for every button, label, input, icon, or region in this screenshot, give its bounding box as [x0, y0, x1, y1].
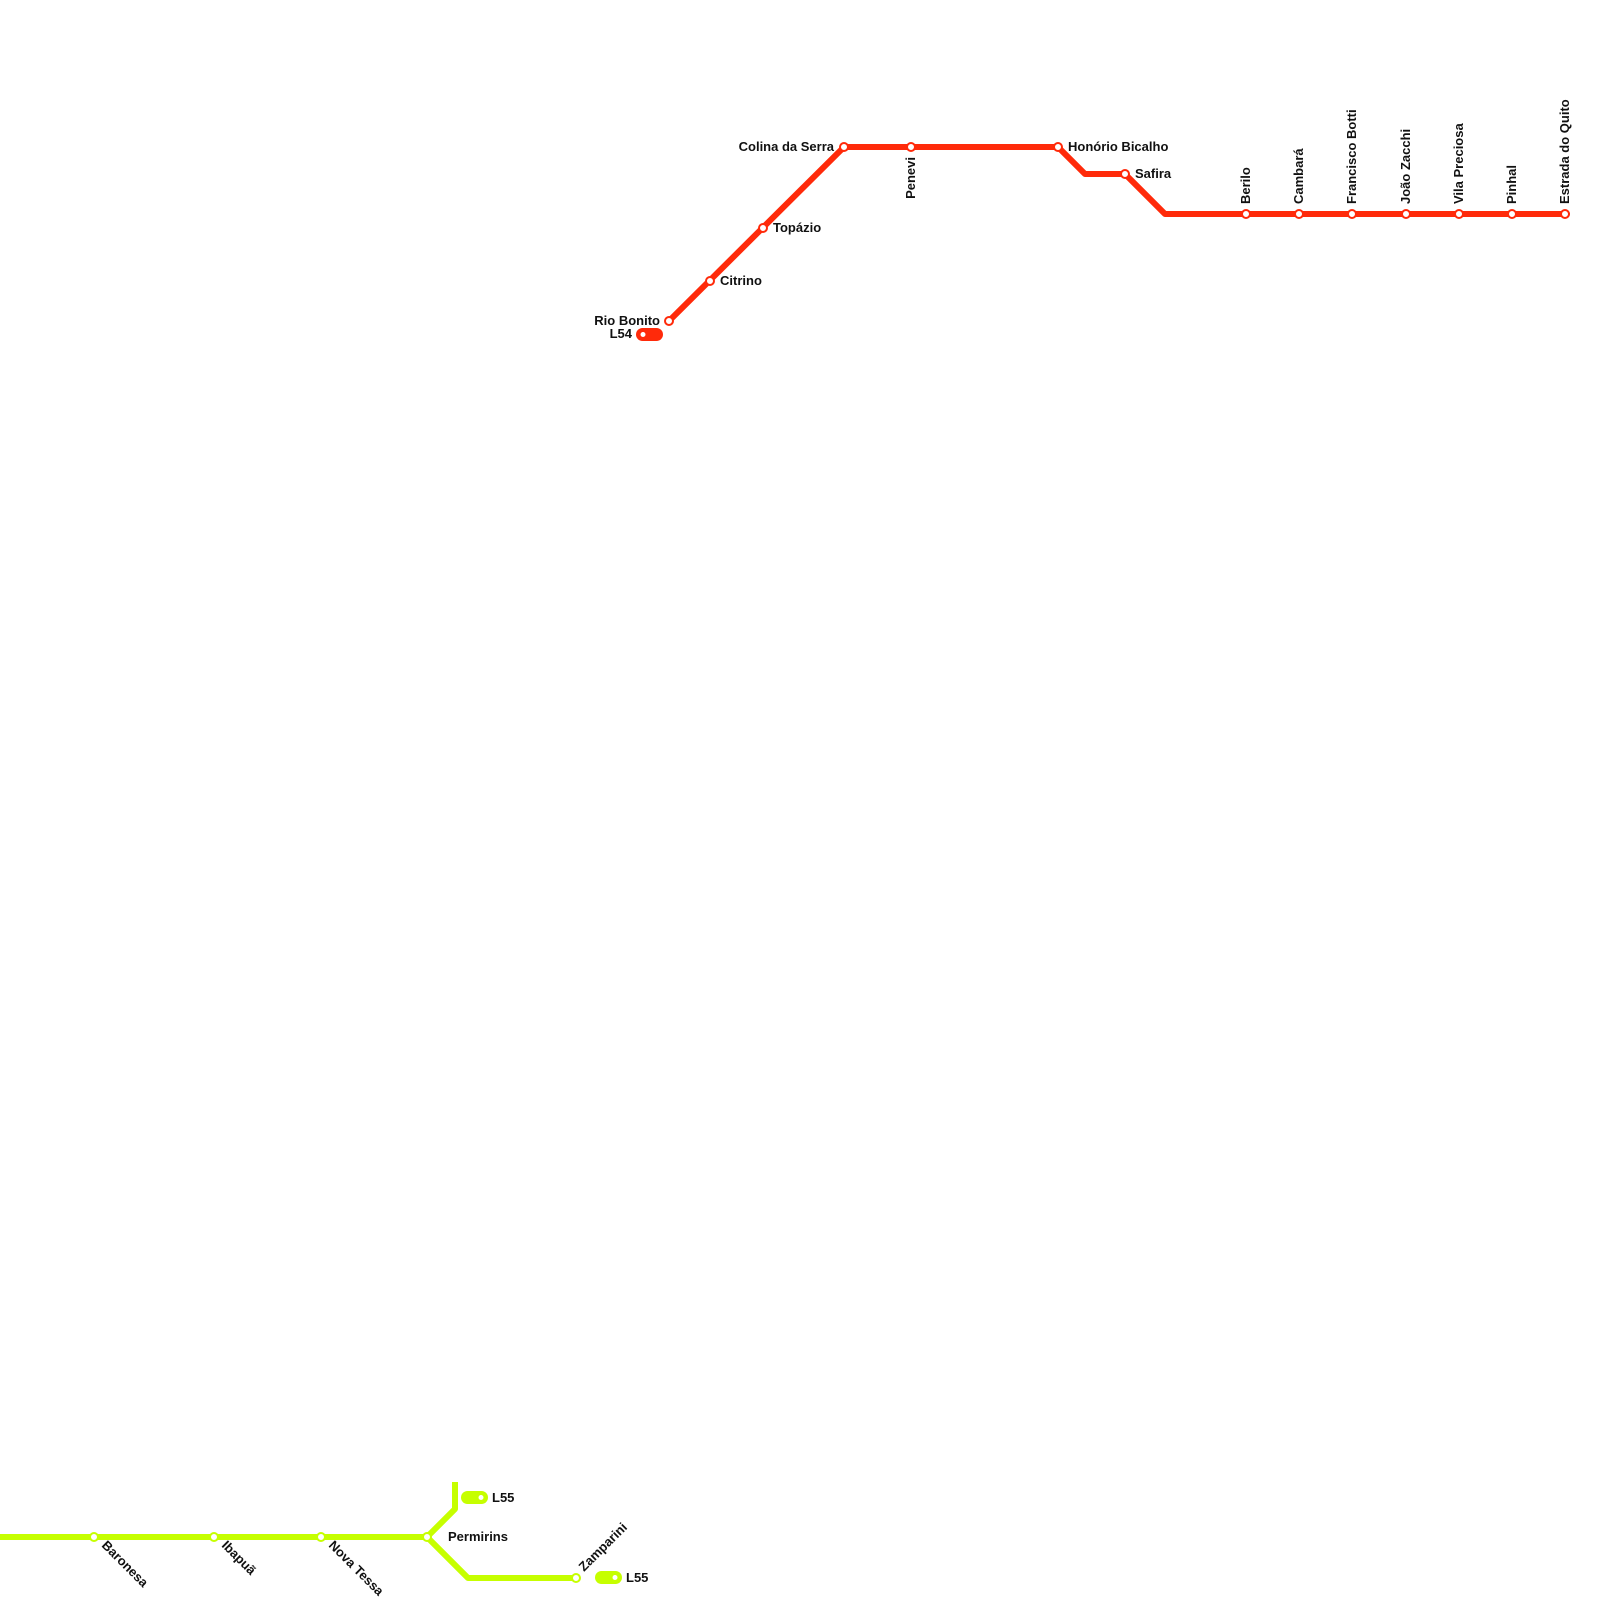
station-berilo[interactable]: Berilo — [1238, 167, 1253, 219]
station-marker — [839, 142, 849, 152]
station-label: João Zacchi — [1398, 129, 1413, 204]
station-label: Berilo — [1238, 167, 1253, 204]
station-label: Cambará — [1291, 148, 1306, 204]
station-vila-preciosa[interactable]: Vila Preciosa — [1451, 123, 1466, 219]
station-label: Rio Bonito — [594, 313, 660, 328]
line-l54-terminal-dot — [640, 332, 646, 337]
line-l55-terminal-pill-lower[interactable] — [595, 1571, 622, 1584]
station-marker — [1294, 209, 1304, 219]
line-l55-terminal-tag-upper: L55 — [492, 1490, 514, 1505]
station-label: Baronesa — [99, 1538, 152, 1591]
station-label: Citrino — [720, 273, 762, 288]
station-estrada-do-quito[interactable]: Estrada do Quito — [1557, 99, 1572, 219]
station-label: Estrada do Quito — [1557, 99, 1572, 204]
station-marker — [1241, 209, 1251, 219]
station-label: Francisco Botti — [1344, 109, 1359, 204]
station-marker — [571, 1573, 581, 1583]
line-l54-terminal-tag: L54 — [610, 326, 633, 341]
station-marker — [664, 316, 674, 326]
station-honorio-bicalho[interactable]: Honório Bicalho — [1053, 139, 1168, 154]
station-nova-tessa[interactable]: Nova Tessa — [316, 1532, 388, 1600]
station-colina-da-serra[interactable]: Colina da Serra — [739, 139, 849, 154]
station-label: Vila Preciosa — [1451, 123, 1466, 204]
line-l55-terminal-dot-upper — [478, 1495, 484, 1500]
station-francisco-botti[interactable]: Francisco Botti — [1344, 109, 1359, 219]
station-citrino[interactable]: Citrino — [705, 273, 762, 288]
station-cambara[interactable]: Cambará — [1291, 148, 1306, 219]
station-label: Pinhal — [1504, 165, 1519, 204]
station-marker — [1454, 209, 1464, 219]
station-label: Penevi — [903, 157, 918, 199]
station-label: Permirins — [448, 1529, 508, 1544]
line-l54-terminal-pill[interactable] — [636, 328, 663, 341]
station-safira[interactable]: Safira — [1120, 166, 1172, 181]
station-label: Zamparini — [576, 1520, 631, 1575]
station-marker — [209, 1532, 219, 1542]
station-label: Honório Bicalho — [1068, 139, 1168, 154]
station-joao-zacchi[interactable]: João Zacchi — [1398, 129, 1413, 219]
station-penevi[interactable]: Penevi — [903, 142, 918, 199]
station-marker — [316, 1532, 326, 1542]
station-baronesa[interactable]: Baronesa — [89, 1532, 152, 1591]
station-marker — [89, 1532, 99, 1542]
line-l55-terminal-tag-lower: L55 — [626, 1570, 648, 1585]
station-marker — [1401, 209, 1411, 219]
station-marker — [1560, 209, 1570, 219]
station-rio-bonito[interactable]: Rio Bonito — [594, 313, 674, 328]
station-label: Colina da Serra — [739, 139, 835, 154]
station-pinhal[interactable]: Pinhal — [1504, 165, 1519, 219]
line-l54: L54 Rio Bonito Citrino Topázio Colina da… — [594, 99, 1572, 341]
station-marker — [906, 142, 916, 152]
station-permirins[interactable]: Permirins — [422, 1529, 508, 1544]
line-l55-terminal-dot-lower — [612, 1575, 618, 1580]
station-marker — [705, 276, 715, 286]
station-marker — [1120, 169, 1130, 179]
station-label: Nova Tessa — [326, 1538, 388, 1600]
station-marker — [1053, 142, 1063, 152]
station-topazio[interactable]: Topázio — [758, 220, 821, 235]
station-label: Safira — [1135, 166, 1172, 181]
line-l55-terminal-pill-upper[interactable] — [461, 1491, 488, 1504]
station-marker — [758, 223, 768, 233]
station-marker — [1347, 209, 1357, 219]
station-marker — [1507, 209, 1517, 219]
station-marker — [422, 1532, 432, 1542]
line-l55: L55 L55 Baronesa Ibapuã Nova Tessa Permi… — [0, 1482, 648, 1599]
station-label: Topázio — [773, 220, 821, 235]
station-label: Ibapuã — [219, 1538, 260, 1579]
line-l55-track-branch — [424, 1482, 458, 1540]
